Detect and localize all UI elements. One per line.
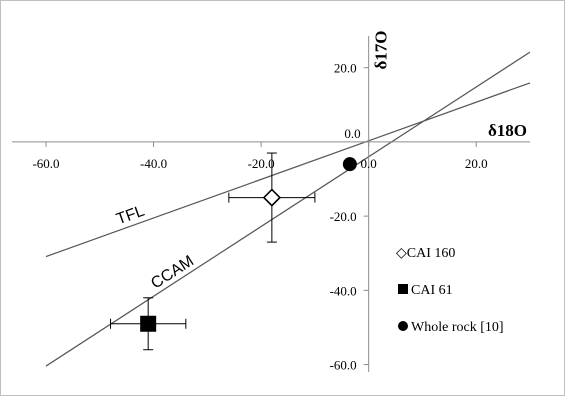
legend-marker-cai-61 (398, 284, 408, 294)
legend-label-whole-rock-10: Whole rock [10] (411, 320, 504, 335)
y-tick-label: 20.0 (334, 61, 357, 76)
x-tick-label: -60.0 (32, 156, 59, 171)
legend-label-cai-160: ◇CAI 160 (396, 246, 455, 261)
x-tick-label: -40.0 (140, 156, 167, 171)
point-whole-rock-10 (342, 157, 357, 172)
y-tick-label: -60.0 (330, 358, 357, 373)
y-tick-label: -40.0 (330, 283, 357, 298)
line-ccam (45, 51, 531, 367)
reference-lines (45, 51, 531, 367)
line-tfl (45, 82, 531, 258)
y-tick-label: -20.0 (330, 209, 357, 224)
data-points (110, 152, 357, 351)
point-cai-61 (140, 315, 157, 332)
axes: -60.0 -40.0 -20.0 0.0 20.0 -60.0 -40.0 -20.0 0.0… (12, 30, 530, 373)
point-cai-160 (262, 188, 281, 207)
x-tick-label: 0.0 (361, 156, 377, 171)
x-axis-title: δ18O (488, 121, 527, 140)
legend-label-cai-61: CAI 61 (411, 283, 453, 298)
legend: ◇CAI 160 CAI 61 Whole rock [10] (396, 246, 504, 335)
legend-marker-whole-rock-10 (398, 321, 408, 331)
y-tick-label: 0.0 (344, 126, 360, 141)
y-axis-title: δ17O (372, 30, 391, 69)
x-tick-label: 20.0 (465, 156, 488, 171)
x-tick-label: -20.0 (248, 156, 275, 171)
